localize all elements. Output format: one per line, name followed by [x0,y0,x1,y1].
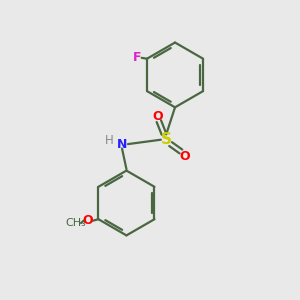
Text: N: N [117,138,127,151]
Text: O: O [179,150,190,163]
Text: CH₃: CH₃ [65,218,86,228]
Text: F: F [133,51,142,64]
Text: O: O [83,214,93,227]
Text: O: O [152,110,163,123]
Text: S: S [161,132,172,147]
Text: H: H [105,134,114,147]
